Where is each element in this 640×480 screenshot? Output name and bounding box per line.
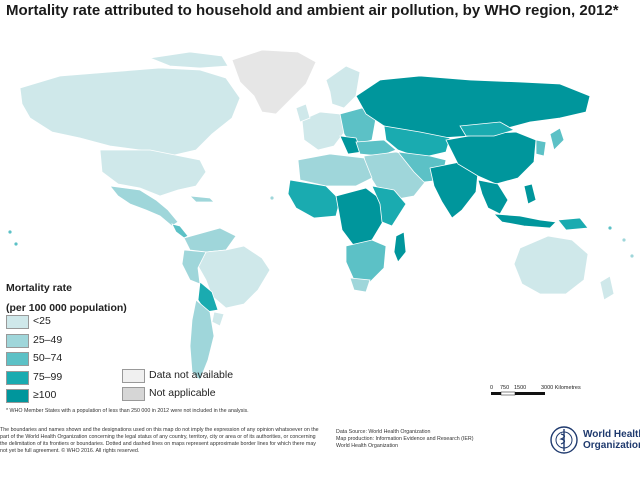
indonesia	[492, 213, 557, 229]
legend-label: Not applicable	[149, 387, 216, 399]
legend-swatch	[6, 352, 29, 366]
scale-bar: 0 750 1500 3000 Kilometres	[488, 382, 594, 404]
legend-label: <25	[33, 315, 51, 327]
legend-label: ≥100	[33, 389, 57, 401]
legend-swatch	[6, 370, 29, 385]
caribbean	[188, 195, 215, 203]
east-africa	[371, 185, 407, 227]
greenland	[231, 49, 317, 115]
pacific-island	[608, 226, 612, 230]
legend-swatch	[122, 387, 145, 401]
scale-segment	[500, 391, 516, 396]
source-line: Data Source: World Health Organization	[336, 429, 431, 435]
scale-segment	[491, 392, 501, 395]
legend-label: 25–49	[33, 333, 63, 346]
north-africa	[297, 153, 373, 187]
legend-label: 75–99	[33, 370, 63, 383]
korea-japan	[535, 127, 565, 157]
legend-swatch	[6, 315, 29, 329]
central-america	[171, 223, 189, 239]
australia	[513, 235, 589, 295]
pacific-island	[630, 254, 634, 258]
source-line: World Health Organization	[336, 443, 399, 449]
map-title: Mortality rate attributed to household a…	[6, 2, 619, 19]
who-logo-text: World Health Organization	[583, 429, 640, 451]
mexico	[109, 185, 179, 227]
atlantic-island	[270, 196, 274, 200]
data-source: Data Source: World Health Organization M…	[336, 429, 526, 450]
legend-label: 50–74	[33, 352, 63, 364]
disclaimer: The boundaries and names shown and the d…	[0, 427, 319, 454]
philippines	[523, 183, 537, 205]
source-line: Map production: Information Evidence and…	[336, 436, 474, 442]
argentina-chile	[189, 299, 215, 381]
logo-line: World Health	[583, 429, 640, 440]
pacific-island	[622, 238, 626, 242]
bolivia-paraguay	[197, 281, 219, 313]
west-africa	[287, 179, 341, 219]
eastern-europe	[339, 107, 377, 147]
legend-swatch	[6, 389, 29, 403]
colombia-venezuela	[183, 227, 237, 253]
central-africa	[335, 187, 385, 247]
papua	[557, 217, 589, 231]
scale-tick-label: 750	[500, 385, 509, 391]
brazil	[197, 245, 271, 309]
uk-ireland	[295, 103, 311, 123]
scale-segment	[515, 392, 545, 395]
western-europe	[301, 111, 347, 151]
legend: Mortality rate (per 100 000 population)	[6, 278, 127, 318]
uruguay	[211, 311, 225, 327]
central-asia	[383, 125, 451, 159]
legend-swatch	[122, 369, 145, 383]
southern-africa	[345, 239, 387, 285]
scandinavia	[325, 65, 361, 109]
footnote: * WHO Member States with a population of…	[6, 408, 249, 414]
pacific-island	[14, 242, 18, 246]
new-zealand	[599, 275, 615, 301]
legend-title: Mortality rate	[6, 282, 72, 294]
scale-tick-label: 3000 Kilometres	[541, 385, 581, 391]
canada-islands	[148, 51, 229, 69]
mongolia	[459, 121, 516, 137]
pacific-island	[8, 230, 12, 234]
madagascar	[393, 231, 407, 263]
legend-swatch	[6, 333, 29, 348]
southeast-asia	[477, 179, 509, 215]
usa	[99, 149, 207, 197]
legend-label: Data not available	[149, 369, 234, 381]
scale-tick-label: 1500	[514, 385, 526, 391]
legend-subtitle: (per 100 000 population)	[6, 302, 127, 314]
logo-line: Organization	[583, 440, 640, 451]
who-emblem-icon	[550, 426, 578, 454]
scale-tick-label: 0	[490, 385, 493, 391]
canada	[19, 67, 241, 157]
south-africa	[349, 277, 371, 293]
